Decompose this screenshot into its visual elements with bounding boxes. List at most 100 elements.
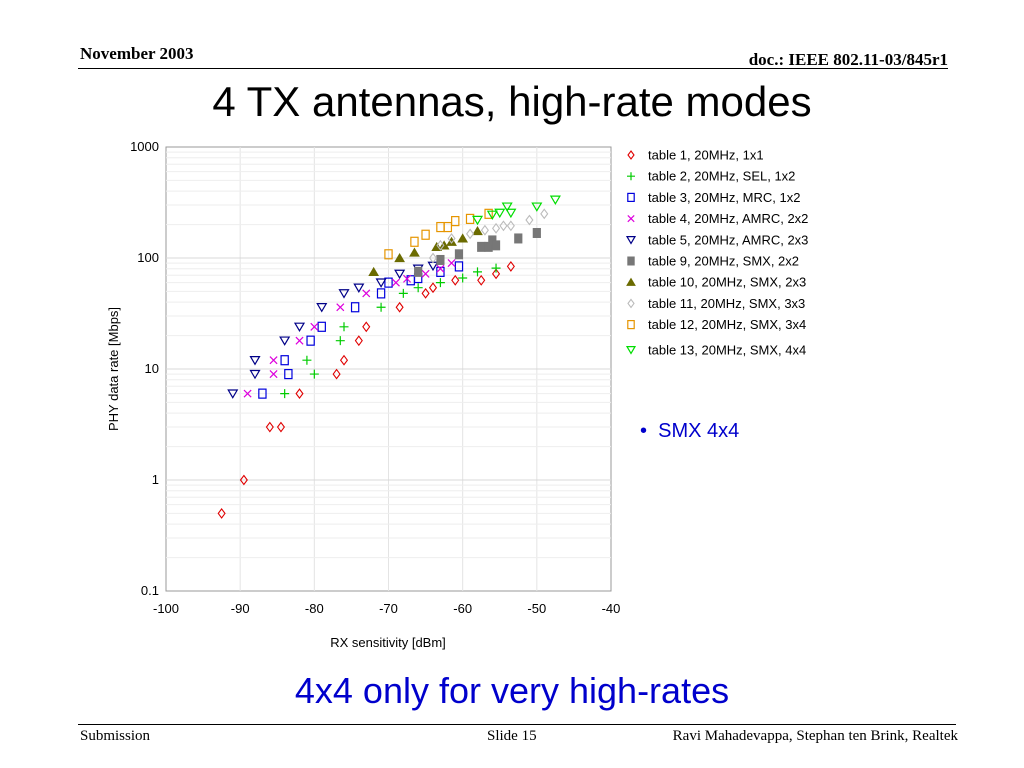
legend-label: table 4, 20MHz, AMRC, 2x2: [648, 211, 808, 226]
data-point: [447, 259, 456, 268]
legend-label: table 9, 20MHz, SMX, 2x2: [648, 254, 799, 269]
x-tick-label: -50: [527, 601, 546, 616]
legend-marker: [625, 236, 637, 245]
legend-marker: [627, 150, 635, 160]
data-point: [472, 225, 483, 236]
series-4: [243, 259, 456, 398]
legend-item: table 3, 20MHz, MRC, 1x2: [627, 190, 800, 205]
data-point: [350, 302, 360, 313]
data-point: [491, 268, 501, 280]
y-tick-label: 1000: [130, 139, 159, 154]
data-point: [413, 283, 423, 293]
legend-marker: [625, 346, 637, 355]
legend-label: table 10, 20MHz, SMX, 2x3: [648, 275, 806, 290]
bullet-point: • SMX 4x4: [640, 420, 740, 442]
data-point: [227, 389, 239, 399]
y-axis-label: PHY data rate [Mbps]: [106, 307, 121, 431]
legend-label: table 2, 20MHz, SEL, 1x2: [648, 169, 795, 184]
data-point: [338, 289, 350, 299]
data-point: [336, 303, 345, 312]
legend-item: table 11, 20MHz, SMX, 3x3: [627, 296, 805, 311]
data-point: [410, 236, 419, 247]
legend-label: table 11, 20MHz, SMX, 3x3: [648, 296, 805, 311]
data-point: [368, 266, 380, 276]
data-point: [443, 221, 453, 233]
data-point: [505, 208, 517, 219]
legend-marker: [627, 192, 635, 202]
legend-label: table 13, 20MHz, SMX, 4x4: [648, 342, 806, 357]
legend-marker: [626, 277, 636, 286]
data-point: [280, 389, 290, 399]
data-point: [403, 274, 412, 283]
data-point: [501, 202, 513, 212]
data-point: [394, 269, 406, 280]
legend-item: table 5, 20MHz, AMRC, 2x3: [625, 232, 808, 247]
data-point: [295, 336, 304, 345]
data-point: [494, 208, 506, 219]
data-point: [398, 288, 408, 298]
series-1: [217, 260, 515, 519]
data-point: [491, 222, 501, 234]
legend-label: table 12, 20MHz, SMX, 3x4: [648, 317, 806, 332]
data-point: [499, 220, 508, 232]
series-2: [280, 263, 501, 399]
legend-item: table 13, 20MHz, SMX, 4x4: [625, 342, 806, 357]
y-tick-label: 0.1: [141, 583, 159, 598]
data-point: [391, 278, 400, 287]
data-point: [293, 322, 306, 333]
series-7: [368, 225, 483, 276]
data-point: [409, 247, 420, 257]
data-point: [249, 356, 261, 366]
slide-subtitle: 4x4 only for very high-rates: [294, 670, 730, 711]
data-point: [428, 252, 438, 264]
y-tick-label: 100: [137, 250, 159, 265]
data-point: [375, 278, 387, 288]
data-point: [239, 474, 248, 486]
legend-marker: [627, 320, 635, 330]
data-point: [466, 228, 475, 240]
data-point: [525, 214, 534, 226]
legend-item: table 10, 20MHz, SMX, 2x3: [626, 275, 806, 290]
data-point: [376, 302, 386, 312]
data-point: [454, 249, 464, 260]
data-point: [436, 239, 445, 251]
data-point: [317, 321, 326, 332]
data-point: [279, 336, 291, 346]
legend-label: table 3, 20MHz, MRC, 1x2: [648, 190, 800, 205]
footer-divider: [78, 724, 956, 725]
data-point: [309, 369, 319, 379]
data-point: [451, 274, 460, 286]
data-point: [436, 254, 445, 265]
y-tick-label: 1: [152, 472, 159, 487]
data-point: [447, 233, 456, 244]
data-point: [354, 335, 363, 347]
data-point: [428, 282, 438, 294]
data-point: [506, 220, 515, 232]
data-point: [362, 289, 371, 298]
data-point: [265, 421, 274, 433]
slide-title: 4 TX antennas, high-rate modes: [212, 78, 812, 125]
data-point: [339, 354, 349, 366]
data-point: [457, 233, 469, 243]
data-point: [395, 301, 404, 313]
data-point: [332, 368, 341, 380]
data-point: [306, 335, 315, 346]
legend-item: table 4, 20MHz, AMRC, 2x2: [627, 211, 808, 226]
data-point: [362, 321, 371, 333]
legend-label: table 5, 20MHz, AMRC, 2x3: [648, 232, 808, 247]
data-point: [421, 229, 430, 240]
legend-item: table 2, 20MHz, SEL, 1x2: [627, 169, 795, 184]
series-10: [471, 195, 561, 226]
legend-item: table 12, 20MHz, SMX, 3x4: [627, 317, 806, 332]
data-point: [258, 388, 267, 399]
data-point: [421, 269, 430, 278]
data-point: [316, 303, 328, 313]
data-point: [384, 277, 393, 288]
data-point: [471, 215, 484, 226]
series-9: [384, 208, 493, 260]
data-point: [339, 322, 349, 332]
data-point: [436, 264, 445, 273]
data-point: [484, 208, 493, 219]
footer-slide-number: Slide 15: [487, 728, 537, 744]
data-point: [243, 389, 252, 398]
